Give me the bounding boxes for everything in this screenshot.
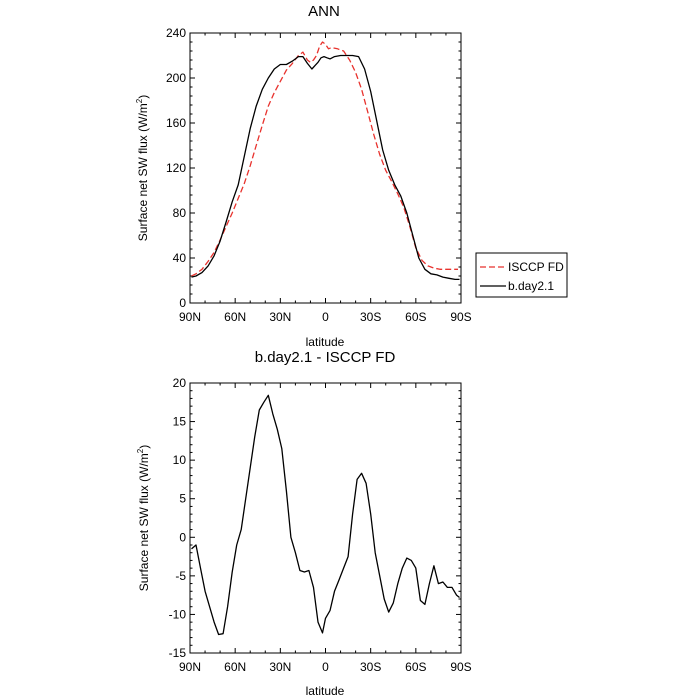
chart-ann: ANN 90N 60N 30N 0 30S 60S 90S 0 40 80 120 160 200 24…	[135, 3, 568, 349]
x-tick-label: 30S	[360, 310, 381, 324]
y-tick-label: 200	[166, 71, 186, 85]
y-tick-labels: 0 40 80 120 160 200 240	[166, 26, 186, 310]
series-line-isccp-fd	[191, 41, 458, 277]
x-tick-label: 90S	[450, 310, 471, 324]
x-tick-label: 60N	[224, 660, 246, 674]
series-lines	[191, 394, 460, 636]
y-axis-title-main: Surface net SW flux (W/m	[136, 103, 150, 241]
y-axis-title-close: )	[136, 95, 150, 99]
y-tick-label: -10	[169, 607, 187, 621]
y-tick-label: 0	[179, 296, 186, 310]
y-tick-label: 5	[179, 492, 186, 506]
y-tick-label: 80	[173, 206, 187, 220]
series-line-b-day2-1	[191, 54, 460, 281]
tick-marks	[189, 382, 462, 654]
y-axis-title: Surface net SW flux (W/m2)	[135, 95, 150, 241]
chart-title: ANN	[308, 3, 340, 20]
legend-label-isccp: ISCCP FD	[508, 260, 564, 274]
x-tick-label: 0	[322, 660, 329, 674]
x-axis-title: latitude	[306, 684, 345, 698]
y-tick-label: 0	[179, 530, 186, 544]
x-tick-labels: 90N 60N 30N 0 30S 60S 90S	[179, 310, 472, 324]
legend: ISCCP FD b.day2.1	[475, 252, 568, 298]
y-tick-label: 20	[173, 376, 187, 390]
x-tick-labels: 90N 60N 30N 0 30S 60S 90S	[179, 660, 472, 674]
y-tick-label: 120	[166, 161, 186, 175]
y-axis-title-main: Surface net SW flux (W/m	[137, 453, 151, 591]
x-tick-label: 60S	[405, 660, 426, 674]
y-tick-labels: -15 -10 -5 0 5 10 15 20	[169, 376, 187, 660]
y-axis-title-sup: 2	[135, 98, 144, 103]
x-tick-label: 60N	[224, 310, 246, 324]
y-tick-label: 10	[173, 453, 187, 467]
series-line-b-day2-1-isccp-fd	[191, 394, 460, 636]
y-tick-label: 160	[166, 116, 186, 130]
x-tick-label: 90N	[179, 310, 201, 324]
x-axis-title: latitude	[306, 335, 345, 349]
x-tick-label: 90S	[450, 660, 471, 674]
plot-frame	[189, 32, 462, 304]
x-tick-label: 30S	[360, 660, 381, 674]
chart-title: b.day2.1 - ISCCP FD	[255, 349, 396, 366]
y-tick-label: -15	[169, 646, 187, 660]
x-tick-label: 60S	[405, 310, 426, 324]
x-tick-label: 30N	[269, 310, 291, 324]
legend-label-bday: b.day2.1	[508, 279, 554, 293]
y-tick-label: 40	[173, 251, 187, 265]
y-axis-title-close: )	[137, 445, 151, 449]
tick-marks	[189, 32, 462, 304]
legend-box	[475, 252, 568, 298]
plot-frame	[189, 382, 462, 654]
y-tick-label: -5	[175, 569, 186, 583]
x-tick-label: 90N	[179, 660, 201, 674]
y-axis-title-sup: 2	[136, 448, 145, 453]
series-lines	[191, 41, 460, 281]
y-axis-title: Surface net SW flux (W/m2)	[136, 445, 151, 591]
chart-difference: b.day2.1 - ISCCP FD 90N 60N 30N 0 30S 60S 90S …	[136, 349, 472, 698]
y-tick-label: 15	[173, 415, 187, 429]
x-tick-label: 0	[322, 310, 329, 324]
x-tick-label: 30N	[269, 660, 291, 674]
y-tick-label: 240	[166, 26, 186, 40]
